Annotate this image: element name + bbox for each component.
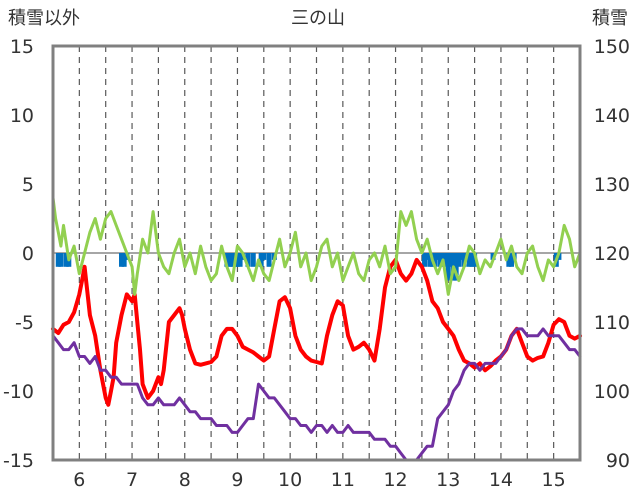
chart-title: 三の山 [291,8,345,29]
bar-14 [245,253,251,267]
bar-21 [424,253,430,260]
y-right-tick-label: 100 [594,381,630,403]
bar-38 [472,253,478,267]
bar-4 [119,253,125,267]
x-tick-label: 7 [126,469,138,491]
bar-41 [508,253,514,267]
x-tick-label: 11 [331,469,355,491]
x-tick-label: 15 [542,469,566,491]
y-left-tick-label: -5 [15,312,34,334]
bar-37 [469,253,475,267]
bar-28 [443,253,449,267]
gridlines [53,46,580,460]
y-right-tick-label: 90 [606,450,630,472]
bar-2 [63,253,69,267]
y-right-tick-label: 140 [594,105,630,127]
series-line-1 [51,196,582,296]
x-tick-label: 13 [436,469,460,491]
y-left-tick-label: -15 [3,450,34,472]
right-axis-title: 積雪 [592,8,628,29]
x-tick-label: 6 [73,469,85,491]
bar-34 [458,253,464,260]
tick-labels: 6 7 8 9 10 11 12 13 14 15 15 10 5 0 -5 -10 -15 150 140 130 1… [3,36,630,491]
y-left-tick-label: 5 [22,174,34,196]
y-left-tick-label: 15 [10,36,34,58]
bar-18 [266,253,272,267]
y-left-tick-label: 0 [22,243,34,265]
bar-30 [448,253,454,267]
bar-26 [437,253,443,267]
left-axis-title: 積雪以外 [8,8,80,29]
bar-40 [506,253,512,267]
series-line-2 [51,327,582,462]
bar-17 [261,253,267,260]
series-line-0 [51,257,582,407]
x-tick-label: 12 [383,469,407,491]
bar-24 [432,253,438,267]
y-right-tick-label: 120 [594,243,630,265]
bar-27 [440,253,446,260]
bar-8 [227,253,233,267]
bar-25 [435,253,441,260]
plot-frame [51,44,582,462]
y-right-tick-label: 110 [594,312,630,334]
bar-5 [121,253,127,267]
y-left-tick-label: -10 [3,381,34,403]
bar-0 [55,253,61,267]
bar-20 [422,253,428,267]
line-series [51,196,582,462]
bar-22 [427,253,433,267]
bar-7 [224,253,230,267]
x-tick-label: 10 [278,469,302,491]
bar-16 [258,253,264,267]
y-right-tick-label: 130 [594,174,630,196]
y-left-tick-label: 10 [10,105,34,127]
bar-36 [466,253,472,267]
x-tick-label: 9 [231,469,243,491]
bar-12 [237,253,243,267]
x-tick-label: 14 [489,469,513,491]
bar-1 [58,253,64,267]
bar-11 [234,253,240,267]
bar-9 [229,253,235,267]
x-tick-label: 8 [179,469,191,491]
bar-29 [445,253,451,281]
bar-32 [453,253,459,281]
bar-15 [250,253,256,267]
bar-33 [456,253,462,267]
y-right-tick-label: 150 [594,36,630,58]
bar-35 [461,253,467,267]
